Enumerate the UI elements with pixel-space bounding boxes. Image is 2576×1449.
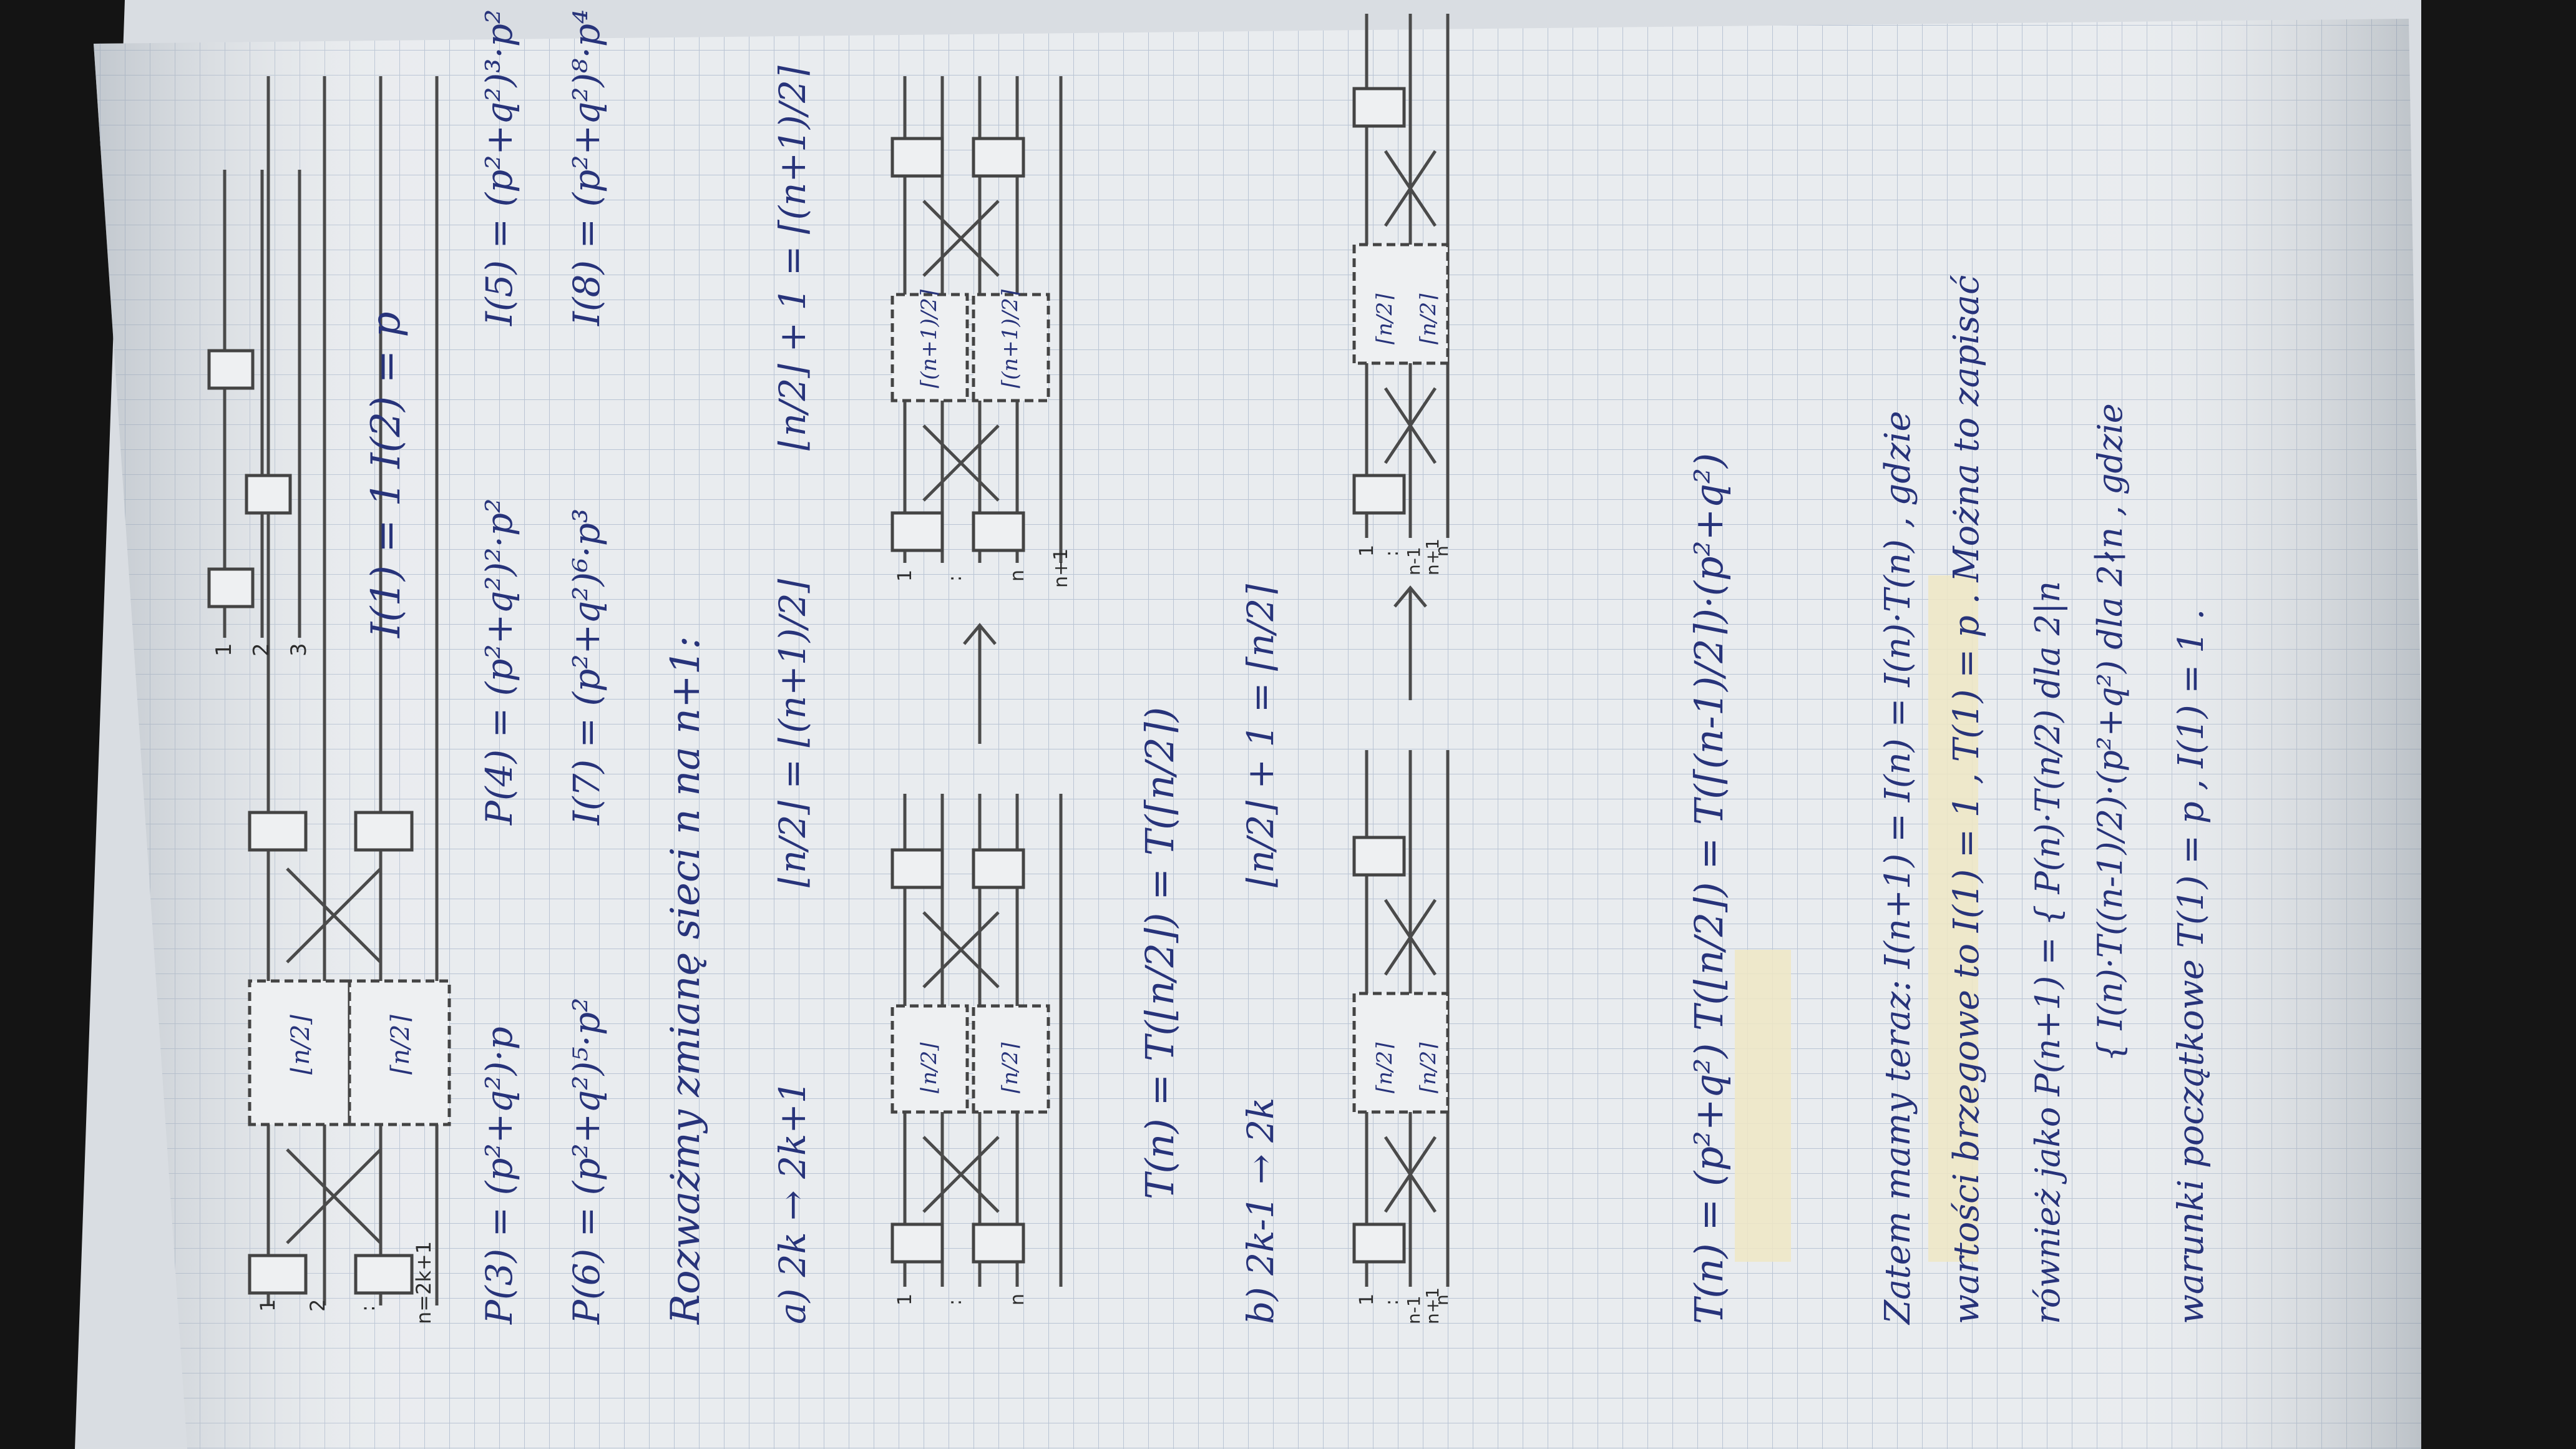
case-a-left-input-n: n xyxy=(1007,1294,1028,1305)
formula-p6: P(6) = (p²+q²)⁵·p² xyxy=(565,998,608,1325)
case-b-right-input-n-1: n-1 xyxy=(1403,547,1424,575)
case-a-right-box-1: ⌈(n+1)/2⌉ xyxy=(917,289,942,388)
case-b-diagram xyxy=(1352,14,1450,1287)
formula-p5: I(5) = (p²+q²)³·p² xyxy=(478,9,520,326)
three-wire-input-1: 1 xyxy=(212,643,237,656)
intro-text: Rozważmy zmianę sieci n na n+1: xyxy=(663,636,709,1325)
case-a-right-input-n1: n+1 xyxy=(1050,549,1072,588)
case-b-right-input-1: 1 xyxy=(1356,545,1378,557)
conclusion-line-3: również jako P(n+1) = { P(n)·T(n/2) dla … xyxy=(2028,581,2067,1324)
conclusion-line-4: { I(n)·T((n-1)/2)·(p²+q²) dla 2∤n , gdzi… xyxy=(2091,403,2130,1062)
top-net-box-ceil: ⌈n/2⌉ xyxy=(386,1015,415,1075)
top-net-label: n=2k+1 xyxy=(412,1241,436,1324)
top-network-diagram: 1 2 3 xyxy=(207,76,451,1305)
case-b-right-input-n: n xyxy=(1432,545,1452,557)
case-b-left-input-dots: : xyxy=(1381,1299,1403,1305)
tape-1 xyxy=(1735,950,1791,1262)
top-net-input-dots: : xyxy=(356,1305,379,1312)
case-a-right-input-1: 1 xyxy=(894,570,916,582)
case-a-right-box-2: ⌈(n+1)/2⌉ xyxy=(998,289,1023,388)
formula-p3: P(3) = (p²+q²)·p xyxy=(478,1027,520,1325)
three-wire-input-2: 2 xyxy=(249,643,274,656)
case-b-right-input-dots: : xyxy=(1381,550,1403,557)
case-a-left-input-1: 1 xyxy=(894,1294,916,1305)
case-a-right-input-dots: : xyxy=(944,575,966,582)
case-b-left-input-n-1: n-1 xyxy=(1403,1295,1424,1324)
case-a-label: a) 2k → 2k+1 xyxy=(771,1080,814,1324)
case-a-diagram xyxy=(890,76,1063,1287)
case-b-left-input-n1: n+1 xyxy=(1422,1287,1443,1324)
case-a-right-input-n: n xyxy=(1007,570,1028,582)
case-a-left-box-1: ⌊n/2⌋ xyxy=(917,1042,942,1093)
top-net-input-1: 1 xyxy=(256,1299,280,1312)
case-b-recurrence: T(n) = (p²+q²) T(⌊n/2⌋) = T(⌈(n-1)/2⌉)·(… xyxy=(1686,453,1732,1324)
top-net-input-2: 2 xyxy=(306,1299,329,1312)
case-a-left-box-2: ⌈n/2⌉ xyxy=(998,1042,1023,1093)
case-a-ceil-eq: ⌊n/2⌋ + 1 = ⌈(n+1)/2⌉ xyxy=(771,66,814,451)
formula-p4: P(4) = (p²+q²)²·p² xyxy=(478,499,520,826)
case-b-left-box-2: ⌈n/2⌉ xyxy=(1416,1042,1441,1093)
base-cases: I(1) = 1 I(2) = p xyxy=(363,311,409,638)
case-b-left-input-n: n xyxy=(1432,1294,1452,1305)
case-a-floor-eq: ⌊n/2⌋ = ⌊(n+1)/2⌋ xyxy=(771,578,814,887)
conclusion-line-2: wartości brzegowe to I(1) = 1 , T(1) = p… xyxy=(1946,275,1987,1324)
conclusion-line-5: warunki początkowe T(1) = p , I(1) = 1 . xyxy=(2171,609,2212,1324)
case-b-right-box-2: ⌈n/2⌉ xyxy=(1416,293,1441,344)
case-b-label: b) 2k-1 → 2k xyxy=(1239,1098,1282,1324)
conclusion-line-1: Zatem mamy teraz: I(n+1) = I(n) = I(n)·T… xyxy=(1878,411,1918,1325)
tape-2 xyxy=(1928,575,1978,1262)
top-net-box-floor: ⌊n/2⌋ xyxy=(286,1015,315,1075)
case-b-left-box-1: ⌈n/2⌉ xyxy=(1372,1042,1397,1093)
case-a-recurrence: T(n) = T(⌊n/2⌋) = T(⌈n/2⌉) xyxy=(1137,707,1183,1199)
case-b-ceil-eq: ⌊n/2⌋ + 1 = ⌈n/2⌉ xyxy=(1239,584,1282,887)
case-b-left-input-1: 1 xyxy=(1356,1294,1378,1305)
case-a-left-input-dots: : xyxy=(944,1299,966,1305)
formula-p7: I(7) = (p²+q²)⁶·p³ xyxy=(565,509,608,826)
case-b-right-box-1: ⌈n/2⌉ xyxy=(1372,293,1397,344)
formula-p8: I(8) = (p²+q²)⁸·p⁴ xyxy=(565,9,608,326)
case-b-right-input-n1: n+1 xyxy=(1422,539,1443,575)
three-wire-input-3: 3 xyxy=(286,643,311,656)
